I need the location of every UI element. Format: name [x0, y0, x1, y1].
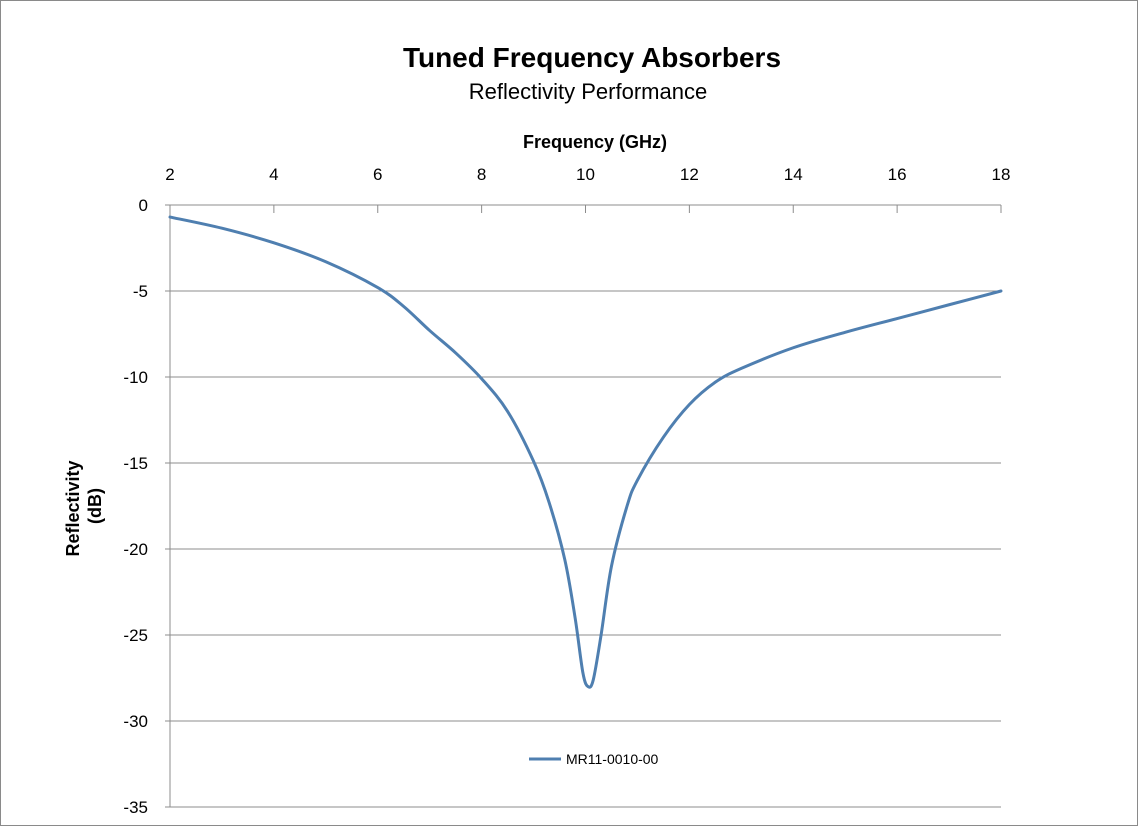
x-tick-label: 4: [269, 165, 278, 184]
y-axis-title-line-2: (dB): [85, 488, 105, 524]
y-tick-label: -5: [133, 282, 148, 301]
x-tick-label: 14: [784, 165, 803, 184]
legend-label: MR11-0010-00: [566, 751, 659, 767]
chart-subtitle: Reflectivity Performance: [469, 79, 707, 104]
y-tick-label: -30: [123, 712, 148, 731]
x-axis-title: Frequency (GHz): [523, 132, 667, 152]
chart-title: Tuned Frequency Absorbers: [403, 42, 781, 73]
x-tick-label: 16: [888, 165, 907, 184]
y-tick-label: -25: [123, 626, 148, 645]
x-tick-label: 18: [992, 165, 1011, 184]
y-tick-label: -10: [123, 368, 148, 387]
series-line-MR11-0010-00: [168, 215, 1003, 689]
y-axis-title-line-1: Reflectivity: [63, 460, 83, 556]
x-tick-label: 8: [477, 165, 486, 184]
y-axis-title: Reflectivity (dB): [63, 455, 105, 556]
y-tick-label: -15: [123, 454, 148, 473]
y-tick-label: 0: [139, 196, 148, 215]
x-tick-label: 6: [373, 165, 382, 184]
series-layer: [168, 215, 1003, 689]
x-tick-label: 10: [576, 165, 595, 184]
y-tick-label: -20: [123, 540, 148, 559]
x-tick-label: 12: [680, 165, 699, 184]
y-tick-label: -35: [123, 798, 148, 817]
x-tick-label: 2: [165, 165, 174, 184]
axis-layer: 0 -5 -10 -15 -20 -25 -30 -35 2 4 6 8 10 12 14 16 18: [123, 165, 1010, 817]
grid-layer: [170, 290, 1001, 808]
legend: MR11-0010-00: [529, 751, 659, 767]
